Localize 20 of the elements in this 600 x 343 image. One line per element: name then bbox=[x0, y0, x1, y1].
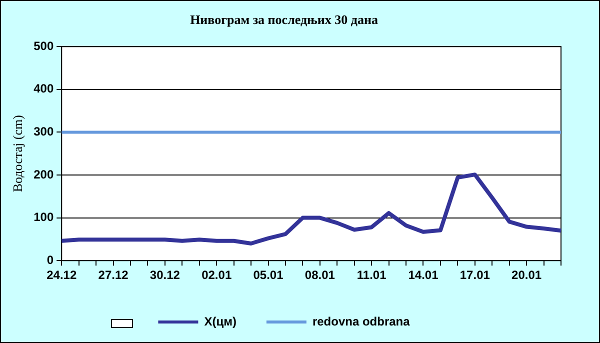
x-tick-label: 02.01 bbox=[202, 268, 232, 282]
x-tick-label: 27.12 bbox=[98, 268, 129, 282]
x-tick-label: 17.01 bbox=[460, 268, 490, 282]
chart-title: Нивограм за последњих 30 дана bbox=[190, 12, 378, 28]
x-tick-label: 14.01 bbox=[408, 268, 439, 282]
x-tick-label: 24.12 bbox=[46, 268, 77, 282]
y-tick-label: 100 bbox=[34, 210, 54, 224]
y-axis-title: Водостај (cm) bbox=[10, 115, 26, 192]
y-tick-label: 200 bbox=[34, 167, 54, 182]
legend-label: redovna odbrana bbox=[312, 314, 410, 328]
y-tick-label: 300 bbox=[34, 124, 54, 139]
y-tick-label: 0 bbox=[46, 252, 54, 267]
x-tick-label: 08.01 bbox=[304, 268, 336, 282]
y-tick-label: 500 bbox=[34, 38, 54, 53]
y-tick-label: 400 bbox=[34, 82, 54, 96]
x-tick-label: 05.01 bbox=[253, 268, 284, 282]
x-tick-label: 20.01 bbox=[512, 268, 542, 282]
x-tick-label: 11.01 bbox=[356, 268, 387, 282]
x-tick-label: 30.12 bbox=[150, 268, 180, 282]
legend-label: X(цм) bbox=[204, 314, 236, 328]
